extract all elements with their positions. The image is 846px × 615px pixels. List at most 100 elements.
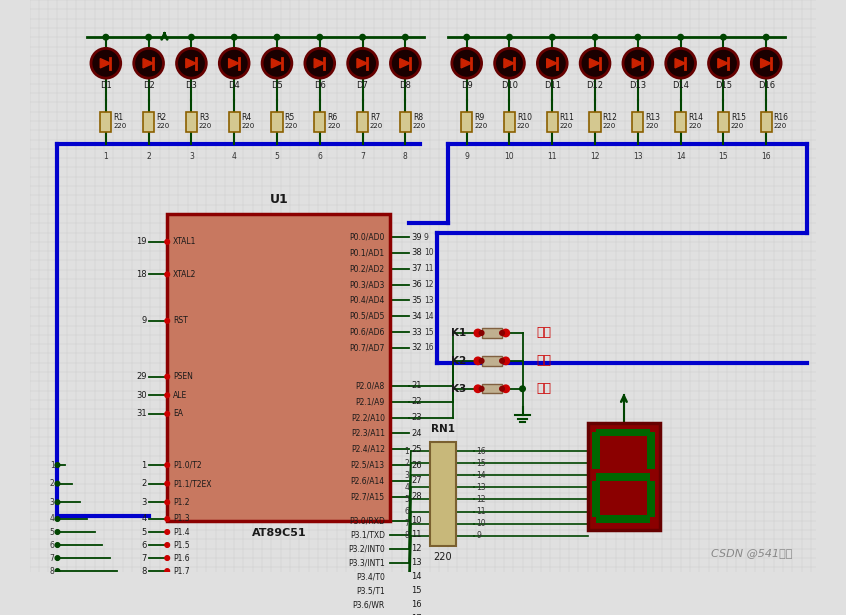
Text: RN1: RN1: [431, 424, 454, 434]
Circle shape: [360, 34, 365, 40]
Text: 19: 19: [136, 237, 146, 247]
Text: P1.3: P1.3: [173, 515, 190, 523]
Text: R5: R5: [284, 113, 294, 122]
Ellipse shape: [305, 49, 335, 78]
Text: D10: D10: [501, 81, 518, 90]
Text: 11: 11: [424, 264, 433, 273]
Text: 4: 4: [141, 515, 146, 523]
Ellipse shape: [623, 49, 653, 78]
Text: 9: 9: [464, 152, 470, 161]
Circle shape: [189, 34, 195, 40]
Text: XTAL2: XTAL2: [173, 270, 196, 279]
Text: P1.1/T2EX: P1.1/T2EX: [173, 479, 212, 488]
Bar: [314, 111, 326, 132]
Ellipse shape: [91, 49, 121, 78]
Circle shape: [55, 556, 60, 560]
Text: P3.7/RD: P3.7/RD: [354, 614, 385, 615]
Circle shape: [474, 385, 481, 392]
Circle shape: [500, 359, 504, 363]
Polygon shape: [547, 58, 557, 68]
Text: 26: 26: [411, 461, 421, 469]
Circle shape: [480, 386, 484, 391]
Ellipse shape: [348, 49, 377, 78]
Text: P0.1/AD1: P0.1/AD1: [349, 248, 385, 258]
Text: XTAL1: XTAL1: [173, 237, 196, 247]
Polygon shape: [504, 58, 514, 68]
Bar: [647, 432, 655, 469]
Text: 10: 10: [505, 152, 514, 161]
Ellipse shape: [495, 49, 525, 78]
Text: 7: 7: [50, 554, 55, 563]
Text: P1.4: P1.4: [173, 528, 190, 536]
Circle shape: [103, 34, 108, 40]
Text: K1: K1: [452, 328, 467, 338]
Bar: [481, 384, 502, 394]
Polygon shape: [400, 58, 410, 68]
Polygon shape: [761, 58, 771, 68]
Ellipse shape: [134, 49, 163, 78]
Text: 14: 14: [476, 470, 486, 480]
Text: R1: R1: [113, 113, 124, 122]
Text: P1.0/T2: P1.0/T2: [173, 461, 201, 469]
Text: 15: 15: [424, 328, 433, 336]
Text: 14: 14: [676, 152, 685, 161]
Bar: [592, 481, 600, 517]
Text: 21: 21: [411, 381, 421, 391]
Circle shape: [165, 569, 169, 573]
Text: R8: R8: [413, 113, 423, 122]
Text: D13: D13: [629, 81, 646, 90]
Circle shape: [232, 34, 237, 40]
Polygon shape: [718, 58, 728, 68]
Text: U1: U1: [270, 194, 288, 207]
Text: 23: 23: [411, 413, 421, 422]
Text: R14: R14: [688, 113, 703, 122]
Text: 13: 13: [476, 483, 486, 492]
Text: 3: 3: [141, 498, 146, 507]
Bar: [272, 111, 283, 132]
Polygon shape: [357, 58, 367, 68]
Text: 14: 14: [424, 312, 433, 321]
Circle shape: [502, 357, 509, 365]
Text: 9: 9: [476, 531, 481, 540]
Text: P0.3/AD3: P0.3/AD3: [349, 280, 385, 289]
Bar: [590, 111, 601, 132]
Ellipse shape: [452, 49, 481, 78]
Text: 220: 220: [602, 124, 616, 130]
Text: 13: 13: [424, 296, 433, 305]
Circle shape: [480, 359, 484, 363]
Circle shape: [763, 34, 769, 40]
Text: P0.5/AD5: P0.5/AD5: [349, 312, 385, 321]
Text: 220: 220: [517, 124, 530, 130]
Polygon shape: [228, 58, 239, 68]
Text: D7: D7: [357, 81, 369, 90]
Text: EA: EA: [173, 410, 183, 418]
Text: 12: 12: [411, 544, 421, 554]
Text: 1: 1: [103, 152, 108, 161]
Text: 12: 12: [591, 152, 600, 161]
Text: 16: 16: [411, 600, 421, 609]
Bar: [143, 111, 154, 132]
Text: 7: 7: [141, 554, 146, 563]
Text: 11: 11: [411, 530, 421, 539]
Text: 220: 220: [284, 124, 298, 130]
Circle shape: [165, 393, 169, 398]
Text: P1.5: P1.5: [173, 541, 190, 550]
Text: 29: 29: [136, 372, 146, 381]
Text: P0.2/AD2: P0.2/AD2: [349, 264, 385, 273]
Circle shape: [55, 569, 60, 573]
Text: D15: D15: [715, 81, 732, 90]
Bar: [461, 111, 472, 132]
Text: 18: 18: [136, 270, 146, 279]
Text: 220: 220: [156, 124, 169, 130]
Polygon shape: [101, 58, 111, 68]
Text: 28: 28: [411, 492, 421, 501]
Text: K3: K3: [452, 384, 467, 394]
Text: R11: R11: [560, 113, 574, 122]
Text: 34: 34: [411, 312, 421, 321]
Circle shape: [165, 462, 169, 467]
Bar: [228, 111, 239, 132]
Text: 16: 16: [761, 152, 771, 161]
Text: 10: 10: [411, 517, 421, 525]
Bar: [357, 111, 368, 132]
Text: 12: 12: [424, 280, 433, 289]
